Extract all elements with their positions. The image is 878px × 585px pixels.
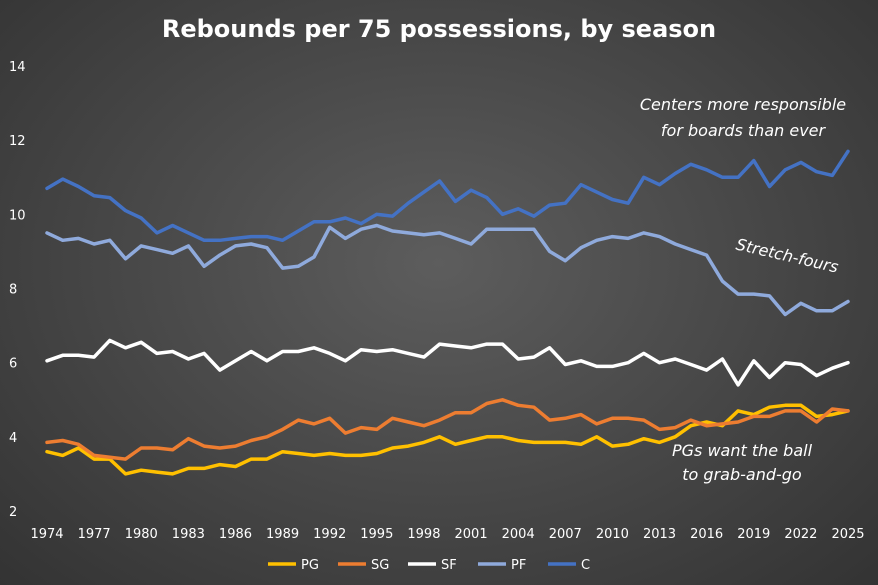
x-tick-label: 2019	[737, 527, 770, 542]
y-axis-ticks: 2 4 6 8 10 12 14	[9, 60, 26, 520]
x-tick-label: 1974	[30, 527, 63, 542]
y-tick-label: 4	[9, 431, 17, 446]
x-tick-label: 1980	[125, 527, 158, 542]
x-tick-label: 2016	[690, 527, 723, 542]
legend-label: SF	[441, 558, 457, 573]
series-line-sg	[45, 398, 850, 461]
legend-label: SG	[371, 558, 389, 573]
x-axis-ticks: 1974 1977 1980 1983 1986 1989 1992 1995 1998 2001…	[30, 527, 864, 542]
x-tick-label: 2010	[596, 527, 629, 542]
x-tick-label: 1995	[360, 527, 393, 542]
annotation-c: Centers more responsible for boards than …	[640, 95, 846, 140]
x-tick-label: 2022	[784, 527, 817, 542]
series-line-c	[45, 149, 850, 243]
y-tick-label: 14	[9, 60, 26, 75]
legend-item-pf: PF	[478, 558, 526, 573]
x-tick-label: 1986	[219, 527, 252, 542]
y-tick-label: 6	[9, 357, 17, 372]
x-tick-label: 2025	[831, 527, 864, 542]
legend-item-sf: SF	[408, 558, 457, 573]
x-tick-label: 1992	[313, 527, 346, 542]
series-lines	[45, 149, 850, 476]
y-tick-label: 8	[9, 283, 17, 298]
x-tick-label: 1983	[172, 527, 205, 542]
annotation-pg: PGs want the ball to grab-and-go	[672, 441, 813, 484]
y-tick-label: 12	[9, 134, 26, 149]
x-tick-label: 2013	[643, 527, 676, 542]
legend-item-sg: SG	[338, 558, 389, 573]
annotation-pf: Stretch-fours	[734, 235, 840, 277]
chart-title: Rebounds per 75 possessions, by season	[162, 15, 716, 43]
legend-label: C	[581, 558, 590, 573]
x-tick-label: 2001	[455, 527, 488, 542]
x-tick-label: 1989	[266, 527, 299, 542]
x-tick-label: 2004	[502, 527, 535, 542]
legend-label: PG	[301, 558, 319, 573]
x-tick-label: 1998	[407, 527, 440, 542]
legend-item-c: C	[548, 558, 590, 573]
legend-label: PF	[511, 558, 526, 573]
x-tick-label: 1977	[78, 527, 111, 542]
annotations: Centers more responsible for boards than …	[640, 95, 846, 484]
legend: PG SG SF PF C	[268, 558, 590, 573]
x-tick-label: 2007	[549, 527, 582, 542]
series-line-sf	[45, 338, 850, 387]
series-line-pf	[45, 223, 850, 317]
y-tick-label: 2	[9, 505, 17, 520]
legend-item-pg: PG	[268, 558, 319, 573]
y-tick-label: 10	[9, 208, 26, 223]
